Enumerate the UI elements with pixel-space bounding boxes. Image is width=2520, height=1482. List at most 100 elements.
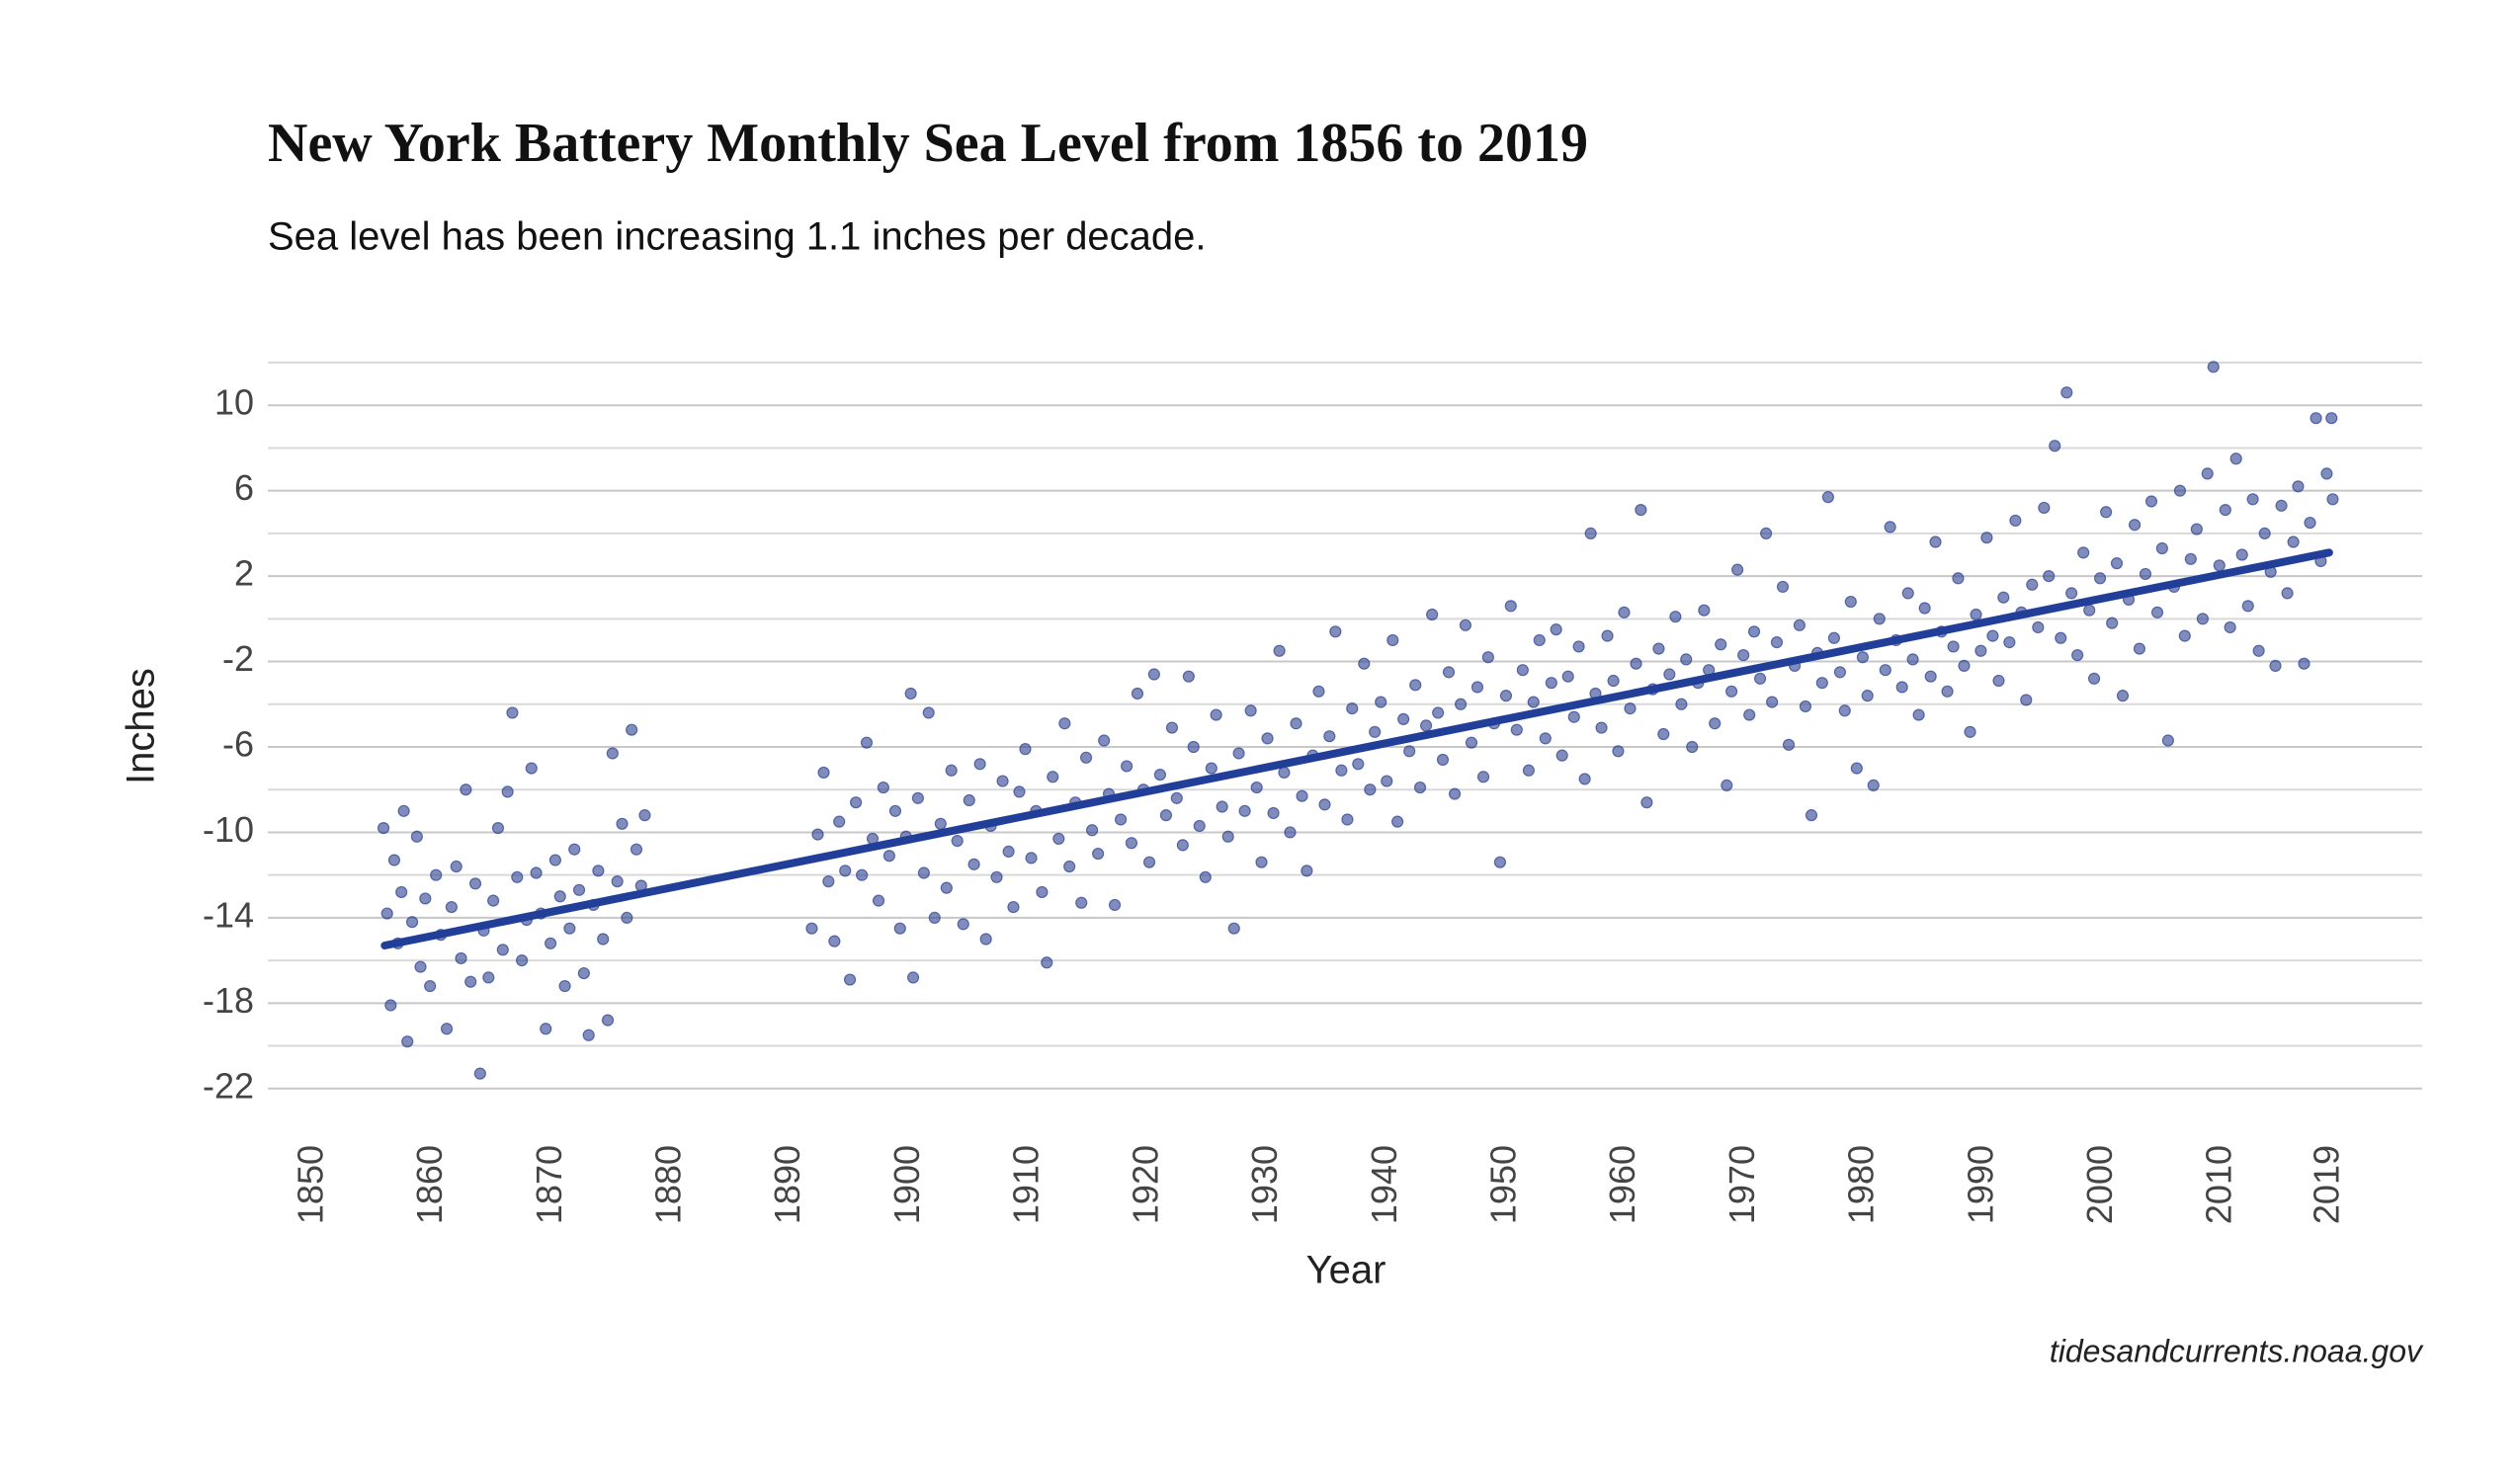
- data-point: [1504, 600, 1517, 613]
- data-point: [1595, 721, 1608, 734]
- data-point: [563, 922, 576, 935]
- data-point: [1561, 670, 1574, 683]
- data-point: [2065, 587, 2078, 600]
- y-tick-label: -10: [203, 809, 254, 850]
- data-point: [2144, 495, 2158, 508]
- data-point: [849, 796, 863, 809]
- data-point: [1409, 679, 1422, 692]
- data-point: [2173, 484, 2187, 497]
- data-point: [2320, 467, 2333, 480]
- data-point: [2003, 636, 2016, 649]
- data-point: [1454, 698, 1468, 710]
- data-point: [1019, 743, 1032, 756]
- data-point: [1098, 734, 1111, 747]
- data-point: [577, 966, 590, 980]
- data-point: [2020, 694, 2033, 706]
- data-point: [2093, 572, 2107, 585]
- x-tick-label: 2010: [2199, 1145, 2239, 1224]
- data-point: [1205, 762, 1218, 775]
- data-point: [1747, 625, 1761, 638]
- data-point: [922, 706, 935, 719]
- marks-group: [377, 361, 2339, 1080]
- data-point: [2304, 516, 2316, 530]
- data-point: [1850, 762, 1863, 775]
- data-point: [592, 864, 605, 877]
- data-point: [1041, 956, 1053, 969]
- data-point: [1652, 642, 1665, 655]
- data-point: [2178, 629, 2191, 642]
- data-point: [1273, 644, 1286, 657]
- data-point: [1125, 837, 1138, 850]
- data-point: [1901, 587, 1914, 600]
- data-point: [410, 830, 423, 843]
- data-point: [2116, 690, 2130, 702]
- data-point: [1210, 708, 1222, 721]
- data-point: [387, 854, 401, 866]
- data-point: [445, 900, 458, 914]
- data-point: [2325, 412, 2338, 425]
- data-point: [2246, 493, 2259, 506]
- data-point: [1737, 648, 1750, 662]
- y-axis-title: Inches: [120, 668, 163, 784]
- data-point: [1121, 760, 1134, 773]
- data-point: [2083, 604, 2096, 617]
- data-point: [1766, 696, 1779, 708]
- data-point: [963, 793, 975, 807]
- data-point: [430, 868, 443, 881]
- data-point: [572, 883, 586, 896]
- data-point: [1436, 753, 1450, 767]
- data-point: [377, 822, 390, 835]
- data-point: [1403, 745, 1416, 758]
- data-point: [1182, 670, 1195, 683]
- data-point: [1318, 798, 1331, 811]
- data-point: [828, 935, 841, 947]
- data-point: [1261, 732, 1274, 745]
- data-point: [1193, 819, 1206, 833]
- data-point: [1386, 633, 1399, 647]
- data-point: [843, 973, 857, 986]
- data-point: [2106, 617, 2119, 629]
- data-point: [553, 890, 566, 903]
- data-point: [979, 933, 992, 946]
- data-point: [1906, 653, 1919, 666]
- data-point: [957, 918, 969, 931]
- data-point: [1007, 900, 1020, 914]
- data-point: [516, 954, 529, 967]
- data-point: [2110, 557, 2124, 570]
- data-point: [872, 894, 885, 907]
- data-point: [1782, 738, 1796, 751]
- data-point: [491, 822, 505, 835]
- data-point: [530, 866, 543, 879]
- data-point: [1335, 764, 1348, 777]
- data-point: [2055, 631, 2067, 644]
- data-point: [2213, 559, 2226, 572]
- data-point: [2287, 535, 2300, 548]
- data-point: [1052, 832, 1065, 846]
- data-point: [1958, 659, 1971, 672]
- data-point: [1250, 781, 1263, 794]
- data-point: [1821, 491, 1834, 504]
- x-tick-label: 1920: [1125, 1145, 1165, 1224]
- chart-subtitle: Sea level has been increasing 1.1 inches…: [268, 215, 1207, 259]
- data-point: [1092, 847, 1105, 861]
- data-point: [1448, 787, 1462, 800]
- data-point: [2139, 567, 2152, 581]
- data-point: [1085, 824, 1099, 837]
- data-point: [397, 804, 410, 817]
- data-point: [1244, 704, 1257, 717]
- data-point: [1238, 804, 1251, 817]
- data-point: [906, 971, 920, 984]
- data-point: [582, 1029, 595, 1041]
- data-point: [1669, 611, 1682, 623]
- data-point: [2241, 600, 2254, 613]
- data-point: [1992, 674, 2005, 688]
- data-point: [455, 951, 467, 965]
- data-point: [601, 1014, 615, 1027]
- data-point: [2224, 620, 2236, 634]
- data-point: [1731, 563, 1744, 576]
- data-point: [473, 1067, 486, 1080]
- data-point: [2196, 613, 2209, 625]
- data-point: [2038, 501, 2051, 515]
- data-point: [833, 815, 846, 828]
- data-point: [621, 911, 633, 924]
